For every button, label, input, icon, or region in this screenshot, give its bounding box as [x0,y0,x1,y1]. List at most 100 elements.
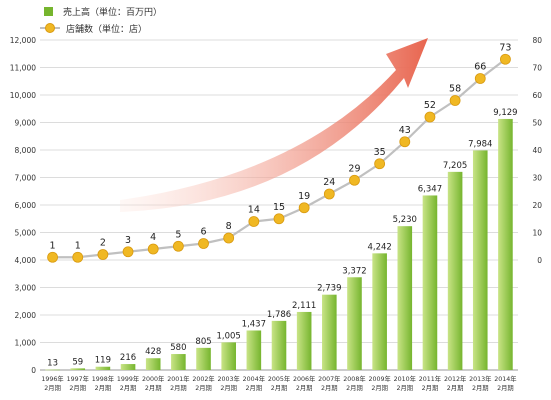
growth-arrow [120,38,428,212]
stores-value-label: 35 [374,147,386,158]
legend-swatch-sales [44,6,53,16]
x-tick-label-period: 2月期 [95,384,112,392]
legend-swatch-stores [40,23,60,33]
stores-value-label: 24 [323,177,335,188]
stores-point [223,232,235,244]
stores-value-label: 29 [348,163,360,174]
x-tick-label-year: 1999年 [117,374,139,383]
x-tick-label-year: 1997年 [67,374,89,383]
stores-point [500,53,511,65]
y-right-tick-label: 10 [532,229,542,238]
stores-point [399,136,411,148]
x-tick-label-year: 1998年 [92,374,114,383]
stores-value-label: 8 [226,221,232,232]
bar-value-label: 9,129 [493,108,517,118]
stores-value-label: 2 [100,238,106,249]
stores-point [97,249,109,260]
y-left-tick-label: 1,000 [15,339,37,348]
y-left-tick-label: 2,000 [15,311,37,320]
stores-point [349,174,360,186]
y-right-tick-label: 60 [532,91,542,100]
x-tick-label-period: 2月期 [220,384,237,392]
bar [246,330,262,370]
y-left-tick-label: 0 [31,366,36,375]
bar [271,320,287,370]
bar-value-label: 216 [120,353,136,363]
y-left-tick-label: 6,000 [15,201,37,210]
y-right-tick-label: 50 [532,119,542,128]
stores-point [424,111,436,123]
stores-point [122,246,134,258]
bar-value-label: 580 [170,343,186,353]
x-tick-label-period: 2月期 [296,384,313,392]
stores-value-label: 1 [75,240,81,251]
bar-value-label: 7,205 [443,161,467,171]
x-tick-label-period: 2月期 [195,384,212,392]
bar [120,364,136,370]
x-tick-label-period: 2月期 [497,384,514,392]
stores-value-label: 15 [273,202,285,213]
y-right-tick-label: 80 [532,36,542,45]
y-left-tick-label: 7,000 [15,174,37,183]
y-left-tick-label: 3,000 [15,284,37,293]
x-tick-label-period: 2月期 [120,384,137,392]
y-right-tick-label: 30 [532,174,542,183]
y-right-tick-label: 20 [532,201,542,210]
x-tick-label-year: 2013年 [469,374,491,383]
bar-value-label: 2,111 [292,301,316,311]
x-tick-label-period: 2月期 [69,384,86,392]
bar-value-label: 1,005 [217,331,241,341]
stores-value-label: 4 [150,232,156,243]
bar [322,294,337,370]
stores-value-label: 5 [175,229,181,240]
bar-value-label: 2,739 [317,284,341,294]
x-tick-label-year: 2008年 [343,374,365,383]
stores-point [323,188,335,200]
x-tick-label-period: 2月期 [422,384,439,392]
x-tick-label-year: 2005年 [268,374,290,383]
bar [171,354,186,370]
bar [447,171,463,370]
x-tick-label-period: 2月期 [371,384,388,392]
bar [498,118,513,370]
stores-point [172,240,184,252]
stores-point [449,95,461,106]
y-left-tick-label: 9,000 [15,119,37,128]
y-left-tick-label: 5,000 [15,229,37,238]
stores-value-label: 14 [248,205,260,216]
y-left-tick-label: 8,000 [15,146,37,155]
stores-value-label: 52 [424,100,436,111]
stores-value-label: 43 [399,125,411,136]
stores-value-label: 3 [125,235,131,246]
y-left-tick-label: 11,000 [10,64,36,73]
bar [45,369,60,371]
bar [95,366,111,370]
stores-point [374,158,386,170]
stores-value-label: 66 [474,62,486,73]
bar-value-label: 805 [195,337,211,347]
bar [221,342,236,370]
bar [422,195,438,370]
legend-label-stores: 店舗数（単位：店） [66,24,148,35]
stores-value-label: 73 [499,42,511,53]
x-tick-label-year: 2004年 [243,374,265,383]
x-tick-label-period: 2月期 [447,384,464,392]
bar [372,253,387,370]
bar-value-label: 3,372 [342,266,366,276]
bar-value-label: 7,984 [468,139,492,149]
y-right-tick-label: 0 [537,256,542,265]
bar [347,277,362,370]
bar [145,358,161,370]
x-tick-label-year: 2006年 [293,374,315,383]
x-tick-label-year: 2003年 [218,374,240,383]
stores-value-label: 58 [449,84,461,95]
legend-item-sales: 売上高（単位：百万円） [40,4,162,18]
stores-value-label: 1 [50,240,56,251]
bar-value-label: 119 [95,356,111,366]
y-right-tick-label: 40 [532,146,542,155]
x-tick-label-period: 2月期 [472,384,489,392]
stores-point [298,202,310,214]
y-left-tick-label: 10,000 [10,91,36,100]
y-left-tick-label: 4,000 [15,256,37,265]
bar [397,226,413,370]
